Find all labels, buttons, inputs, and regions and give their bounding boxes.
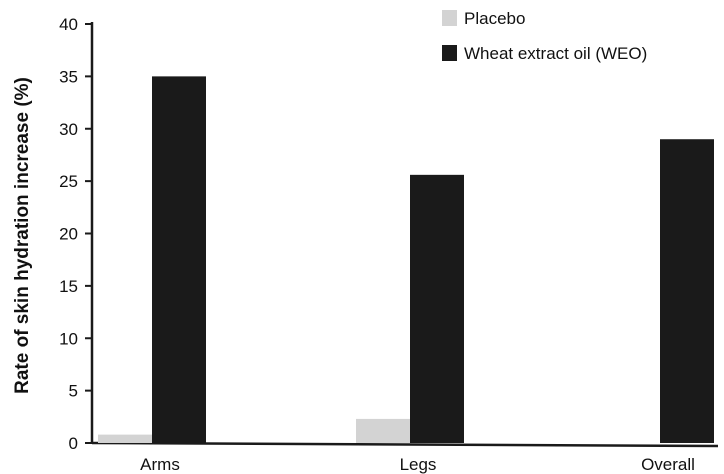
y-tick-label: 5 [69, 382, 78, 401]
y-tick-label: 30 [59, 120, 78, 139]
bar-weo-legs [410, 174, 464, 443]
legend-label: Placebo [464, 9, 525, 28]
x-tick-labels: Arms Legs Overall [140, 455, 695, 474]
x-tick-label: Arms [140, 455, 180, 474]
x-tick-label: Legs [400, 455, 437, 474]
y-tick-label: 10 [59, 329, 78, 348]
bar-weo-overall [660, 139, 714, 443]
y-tick-label: 15 [59, 277, 78, 296]
y-ticks: 0 5 10 15 20 25 30 35 40 [59, 15, 92, 453]
bars [98, 76, 714, 443]
legend-swatch [442, 45, 457, 61]
x-tick-label: Overall [641, 455, 695, 474]
legend-label: Wheat extract oil (WEO) [464, 44, 647, 63]
y-tick-label: 0 [69, 434, 78, 453]
y-tick-label: 35 [59, 67, 78, 86]
legend: Placebo Wheat extract oil (WEO) [442, 9, 647, 63]
axes: 0 5 10 15 20 25 30 35 40 Rate of skin hydration … [12, 15, 719, 453]
y-axis-title: Rate of skin hydration increase (%) [12, 77, 33, 394]
bar-placebo-arms [98, 434, 152, 443]
y-tick-label: 40 [59, 15, 78, 34]
bar-placebo-legs [356, 418, 410, 443]
x-axis-line [91, 441, 719, 448]
y-tick-label: 25 [59, 172, 78, 191]
legend-swatch [442, 10, 457, 26]
y-tick-label: 20 [59, 225, 78, 244]
bar-weo-arms [152, 76, 206, 443]
